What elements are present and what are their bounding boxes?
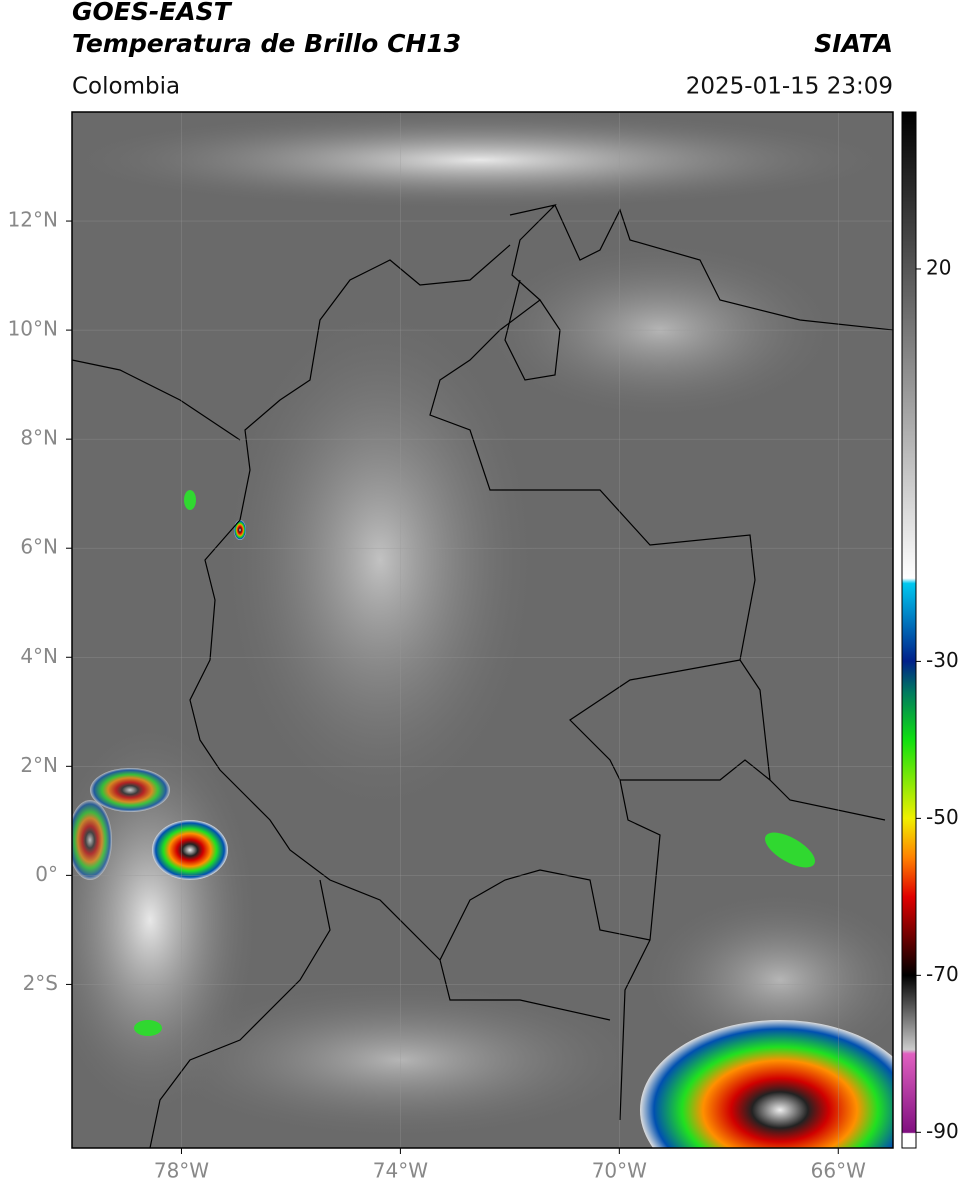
colorbar-tick-label: -70 bbox=[926, 962, 959, 986]
colorbar-tick-label: -30 bbox=[926, 648, 959, 672]
y-tick-label: 2°N bbox=[20, 753, 58, 777]
y-tick-label: 12°N bbox=[8, 208, 58, 232]
x-tick-label: 66°W bbox=[811, 1159, 866, 1183]
subtitle: Temperatura de Brillo CH13 bbox=[72, 29, 461, 58]
map-frame bbox=[71, 111, 894, 1149]
colorbar-tick-label: 20 bbox=[926, 255, 951, 279]
x-tick-label: 78°W bbox=[154, 1159, 209, 1183]
x-tick-label: 70°W bbox=[592, 1159, 647, 1183]
y-tick-label: 6°N bbox=[20, 535, 58, 559]
y-tick-label: 10°N bbox=[8, 317, 58, 341]
source: SIATA bbox=[814, 29, 893, 58]
graticule bbox=[72, 112, 893, 1148]
y-tick-label: 8°N bbox=[20, 426, 58, 450]
satellite-image bbox=[72, 112, 893, 1148]
datetime: 2025-01-15 23:09 bbox=[686, 74, 893, 100]
x-tick-label: 74°W bbox=[373, 1159, 428, 1183]
y-tick-label: 0° bbox=[35, 862, 58, 886]
region: Colombia bbox=[72, 74, 180, 100]
title: GOES-EAST bbox=[72, 0, 233, 26]
colorbar-tick-label: -90 bbox=[926, 1119, 959, 1143]
colorbar-tick-label: -50 bbox=[926, 805, 959, 829]
y-tick-label: 2°S bbox=[23, 971, 58, 995]
y-tick-label: 4°N bbox=[20, 644, 58, 668]
colorbar bbox=[901, 111, 917, 1149]
